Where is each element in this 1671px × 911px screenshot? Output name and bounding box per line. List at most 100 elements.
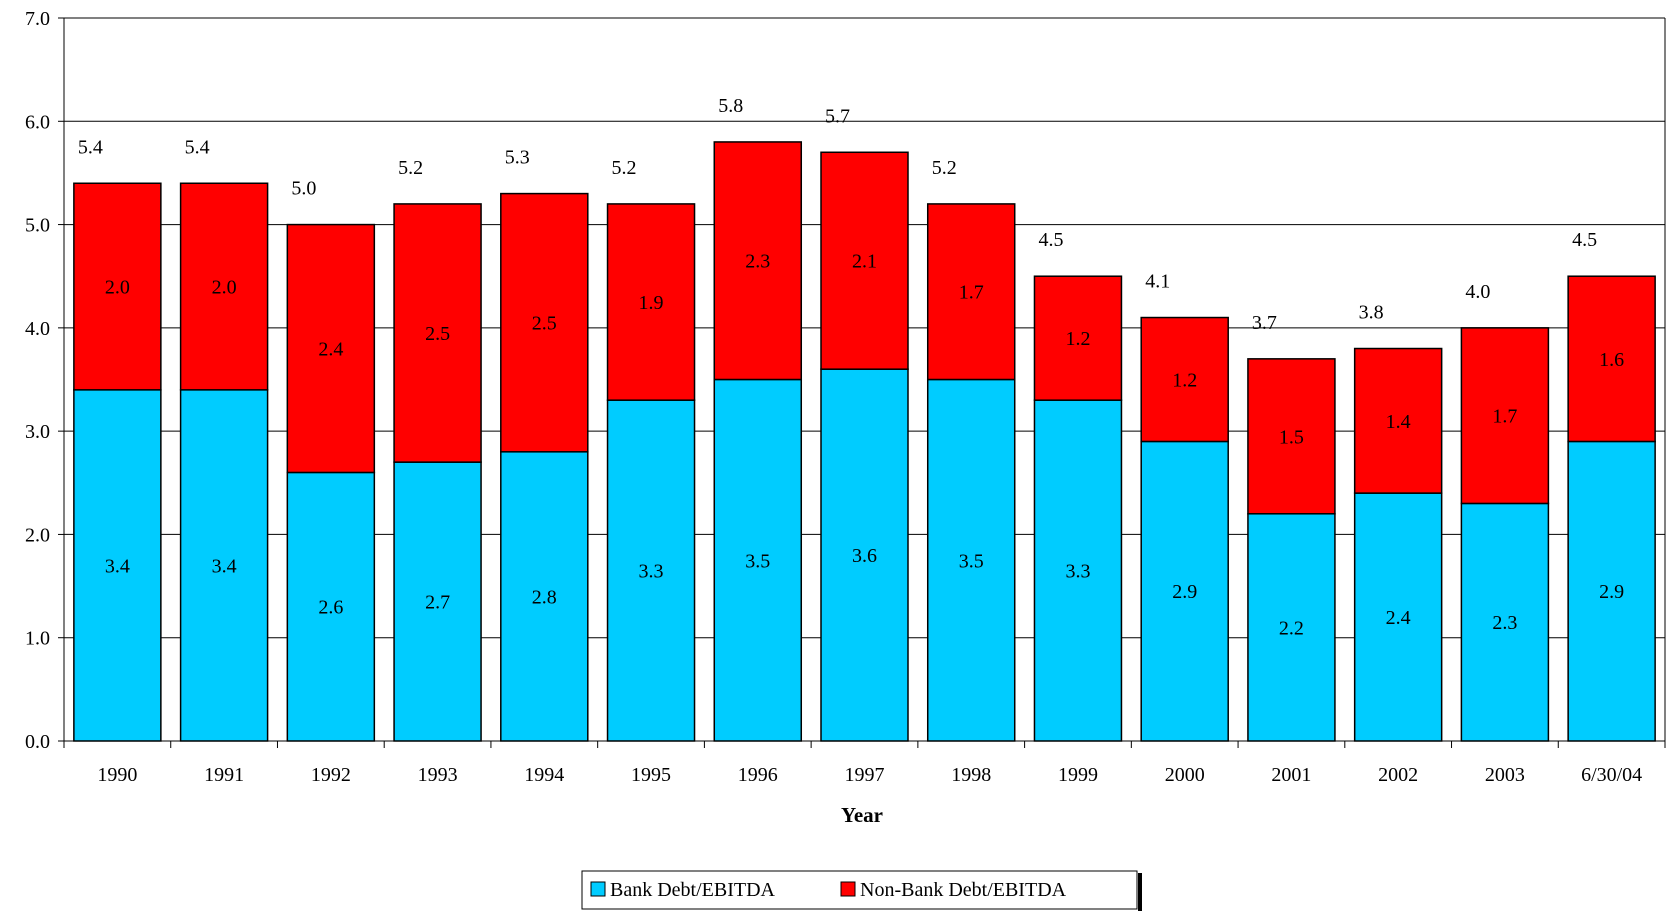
data-labels: 3.4 2.0 5.4 3.4 2.0 5.4 2.6 2.4 5.0 2.7 2.5 5.2 2.8 2… [78, 95, 1624, 639]
data-label: 2.8 [532, 586, 557, 608]
total-label: 4.5 [1572, 229, 1597, 251]
bar-bank-debt [713, 378, 803, 742]
bar-non-bank-debt [1460, 327, 1550, 505]
data-label: 2.3 [745, 251, 770, 273]
bar-bank-debt [393, 461, 482, 742]
x-axis-title: Year [841, 803, 883, 827]
data-label: 2.4 [318, 339, 343, 361]
legend-label-bank-debt: Bank Debt/EBITDA [610, 879, 776, 901]
y-tick-label: 2.0 [25, 524, 50, 546]
x-tick-label: 1993 [418, 764, 458, 786]
axes [58, 17, 1666, 748]
x-tick-label: 2003 [1485, 764, 1525, 786]
data-label: 2.6 [318, 597, 343, 619]
bar-bank-debt [1033, 399, 1123, 742]
data-label: 2.5 [425, 323, 450, 345]
bar-bank-debt [820, 368, 909, 742]
data-label: 3.4 [212, 555, 237, 577]
y-tick-label: 6.0 [25, 111, 50, 133]
data-label: 1.9 [639, 292, 664, 314]
data-label: 2.0 [105, 277, 130, 299]
x-tick-labels: 1990 1991 1992 1993 1994 1995 1996 1997 1998 1999… [97, 764, 1642, 786]
bars [73, 141, 1656, 742]
data-label: 1.7 [1492, 406, 1517, 428]
total-label: 5.2 [612, 157, 637, 179]
bar-non-bank-debt [820, 151, 909, 370]
bar-non-bank-debt [1140, 316, 1229, 443]
bar-non-bank-debt [1033, 275, 1123, 401]
data-label: 2.5 [532, 313, 557, 335]
data-label: 3.3 [639, 561, 664, 583]
y-tick-label: 5.0 [25, 215, 50, 237]
y-tick-label: 0.0 [25, 731, 50, 753]
x-tick-label: 1990 [97, 764, 137, 786]
data-label: 2.9 [1172, 581, 1197, 603]
legend-swatch-bank-debt [590, 881, 606, 897]
data-label: 1.7 [959, 282, 984, 304]
data-label: 2.3 [1492, 612, 1517, 634]
data-label: 1.4 [1386, 411, 1411, 433]
bar-non-bank-debt [606, 203, 696, 401]
data-label: 1.6 [1599, 349, 1624, 371]
bar-non-bank-debt [1247, 358, 1336, 515]
bar-non-bank-debt [73, 182, 162, 391]
total-label: 5.0 [291, 178, 316, 200]
data-label: 1.2 [1065, 328, 1090, 350]
bar-bank-debt [606, 399, 696, 742]
bar-non-bank-debt [926, 203, 1016, 381]
bar-bank-debt [1140, 440, 1229, 742]
y-tick-label: 1.0 [25, 628, 50, 650]
total-label: 3.8 [1359, 302, 1384, 324]
data-label: 3.3 [1065, 561, 1090, 583]
legend-swatch-non-bank-debt [840, 881, 856, 897]
x-tick-label: 1991 [204, 764, 244, 786]
data-label: 3.6 [852, 545, 877, 567]
data-label: 2.1 [852, 251, 877, 273]
data-label: 1.2 [1172, 370, 1197, 392]
total-label: 4.1 [1145, 271, 1170, 293]
y-tick-label: 3.0 [25, 421, 50, 443]
y-tick-label: 4.0 [25, 318, 50, 340]
bar-non-bank-debt [1353, 347, 1443, 494]
data-label: 2.0 [212, 277, 237, 299]
legend: Bank Debt/EBITDA Non-Bank Debt/EBITDA [581, 870, 1142, 911]
data-label: 2.7 [425, 592, 450, 614]
y-tick-label: 7.0 [25, 8, 50, 30]
x-tick-label: 1997 [845, 764, 885, 786]
total-label: 5.2 [932, 157, 957, 179]
x-tick-label: 1995 [631, 764, 671, 786]
bar-bank-debt [926, 378, 1016, 742]
total-label: 4.5 [1038, 229, 1063, 251]
bar-bank-debt [1247, 513, 1336, 742]
x-tick-label: 2002 [1378, 764, 1418, 786]
total-label: 5.2 [398, 157, 423, 179]
bar-non-bank-debt [179, 182, 269, 391]
data-label: 1.5 [1279, 426, 1304, 448]
x-tick-label: 1996 [738, 764, 778, 786]
x-tick-label: 1994 [524, 764, 564, 786]
bar-bank-debt [500, 451, 589, 742]
total-label: 5.7 [825, 105, 850, 127]
total-label: 5.4 [185, 136, 210, 158]
x-tick-label: 1998 [951, 764, 991, 786]
bar-non-bank-debt [500, 192, 589, 453]
x-tick-label: 6/30/04 [1581, 764, 1642, 786]
bar-non-bank-debt [713, 141, 803, 381]
data-label: 2.4 [1386, 607, 1411, 629]
data-label: 3.4 [105, 555, 130, 577]
y-tick-labels: 0.0 1.0 2.0 3.0 4.0 5.0 6.0 7.0 [25, 8, 50, 753]
data-label: 2.9 [1599, 581, 1624, 603]
total-label: 4.0 [1465, 281, 1490, 303]
data-label: 3.5 [959, 550, 984, 572]
bar-bank-debt [286, 471, 376, 742]
x-tick-label: 1992 [311, 764, 351, 786]
bar-non-bank-debt [286, 223, 376, 474]
bar-non-bank-debt [1567, 275, 1656, 443]
total-label: 5.8 [718, 95, 743, 117]
total-label: 5.3 [505, 147, 530, 169]
x-tick-label: 1999 [1058, 764, 1098, 786]
bar-bank-debt [179, 389, 269, 742]
total-label: 5.4 [78, 136, 103, 158]
data-label: 3.5 [745, 550, 770, 572]
